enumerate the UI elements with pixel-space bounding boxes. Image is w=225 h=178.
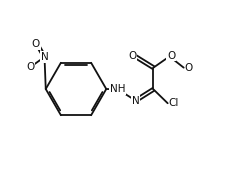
Text: O: O	[167, 51, 175, 61]
Text: N: N	[41, 52, 48, 62]
Text: N: N	[132, 96, 140, 106]
Text: O: O	[32, 39, 40, 49]
Text: NH: NH	[110, 84, 126, 94]
Text: O: O	[128, 51, 136, 61]
Text: O: O	[184, 63, 193, 73]
Text: Cl: Cl	[168, 98, 179, 108]
Text: O: O	[26, 62, 34, 72]
